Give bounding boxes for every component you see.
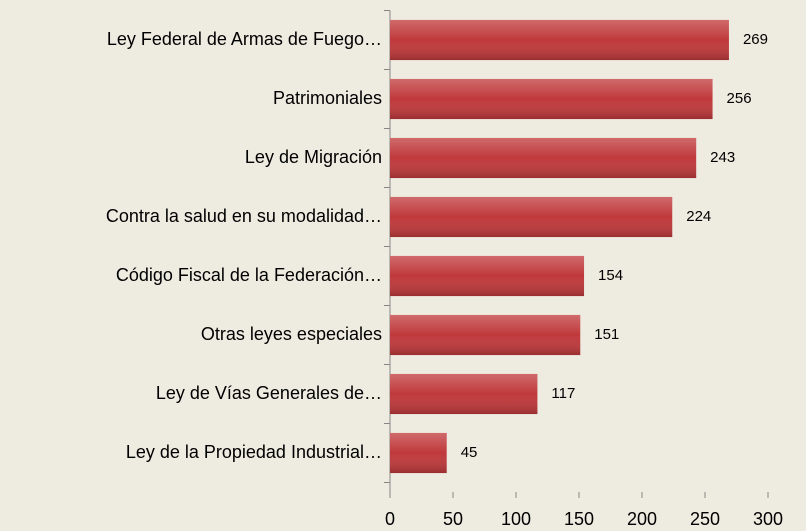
- bar-shading: [390, 19, 729, 61]
- data-label: 269: [743, 31, 768, 48]
- x-tick-label: 300: [753, 509, 783, 529]
- y-tick-label: Ley de Migración: [245, 147, 382, 167]
- y-tick-label: Otras leyes especiales: [201, 324, 382, 344]
- bar-shading: [390, 373, 538, 415]
- data-label: 117: [551, 385, 575, 402]
- y-tick-label: Contra la salud en su modalidad…: [106, 206, 382, 226]
- bar-shading: [390, 78, 713, 120]
- bar-shading: [390, 255, 585, 297]
- x-tick-label: 0: [385, 509, 395, 529]
- data-label: 151: [594, 326, 619, 343]
- y-tick-label: Ley de la Propiedad Industrial…: [126, 442, 382, 462]
- data-label: 224: [686, 208, 711, 225]
- data-label: 243: [710, 149, 735, 166]
- data-label: 154: [598, 267, 623, 284]
- x-tick-label: 200: [627, 509, 657, 529]
- bar-shading: [390, 137, 697, 179]
- data-label: 45: [461, 444, 478, 461]
- x-tick-label: 150: [564, 509, 594, 529]
- x-tick-label: 250: [690, 509, 720, 529]
- y-tick-label: Ley de Vías Generales de…: [156, 383, 382, 403]
- y-tick-label: Código Fiscal de la Federación…: [116, 265, 382, 285]
- x-tick-label: 50: [443, 509, 463, 529]
- bar-shading: [390, 196, 673, 238]
- bar-shading: [390, 314, 581, 356]
- y-tick-label: Ley Federal de Armas de Fuego…: [107, 29, 382, 49]
- data-label: 256: [727, 90, 752, 107]
- bar-shading: [390, 432, 447, 474]
- x-tick-label: 100: [501, 509, 531, 529]
- y-tick-label: Patrimoniales: [273, 88, 382, 108]
